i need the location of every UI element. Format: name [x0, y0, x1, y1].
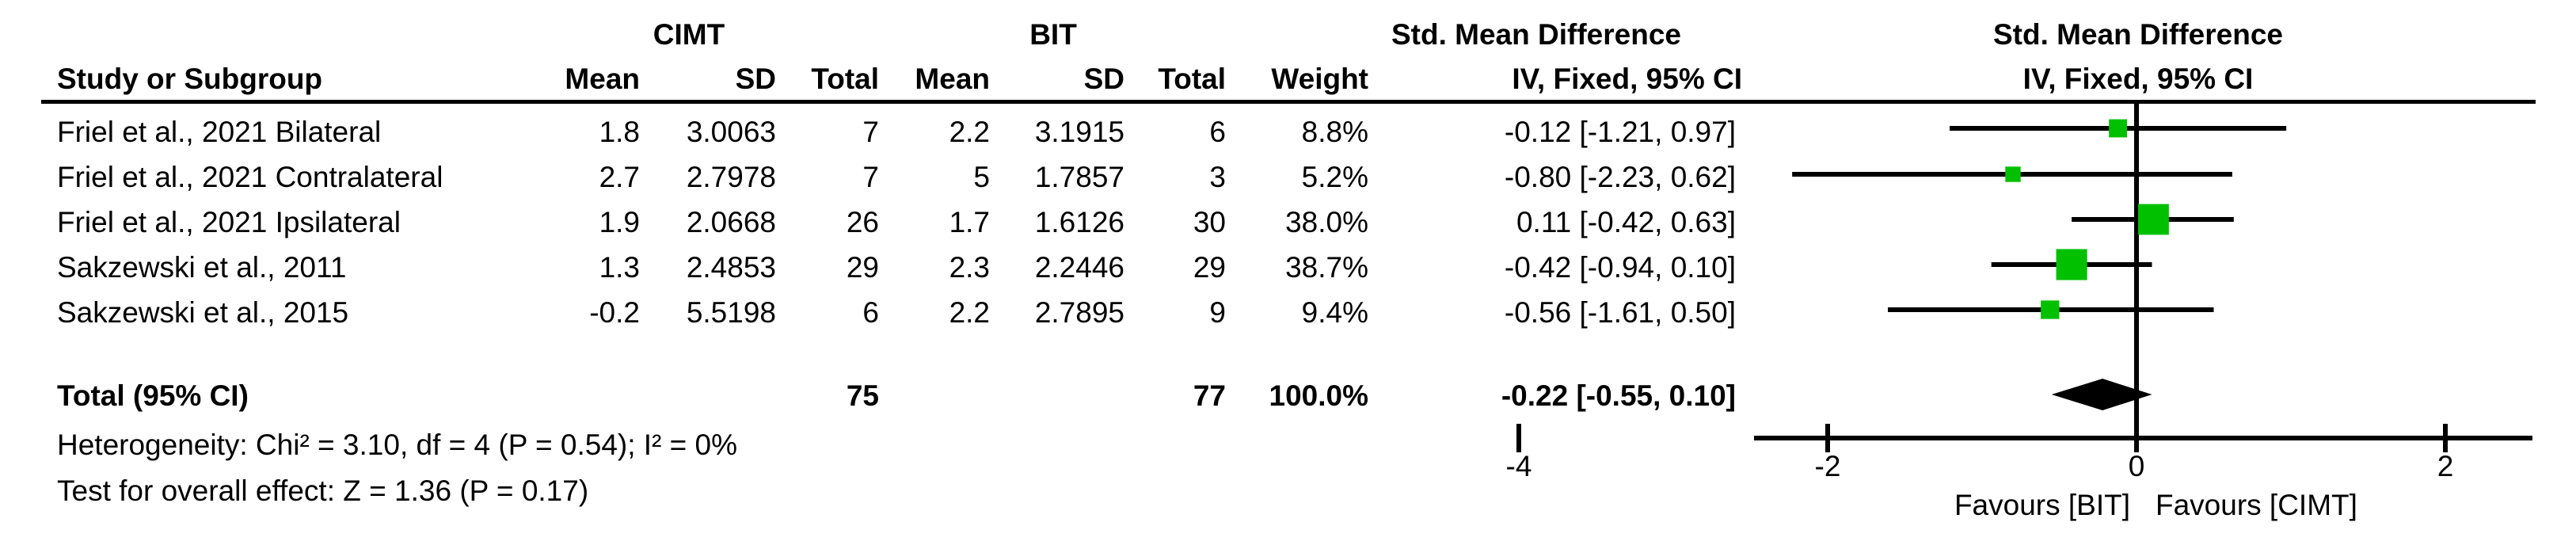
group2-sd: 1.6126: [1034, 206, 1124, 238]
effect-title: Std. Mean Difference: [1391, 18, 1681, 51]
group2-sd: 2.7895: [1034, 296, 1124, 329]
heterogeneity-text: Heterogeneity: Chi² = 3.10, df = 4 (P = …: [57, 429, 738, 461]
effect-method-header: IV, Fixed, 95% CI: [1512, 63, 1742, 95]
pooled-diamond: [2051, 379, 2152, 410]
group2-total: 29: [1193, 251, 1226, 284]
group1-sd: 2.0668: [686, 206, 776, 238]
group2-mean: 2.2: [949, 116, 990, 148]
group1-mean: -0.2: [589, 296, 640, 329]
group1-sd-header: SD: [735, 63, 776, 95]
weight-marker: [2138, 204, 2169, 235]
group1-sd: 5.5198: [686, 296, 776, 329]
group2-total-header: Total: [1158, 63, 1226, 95]
group2-total: 3: [1209, 161, 1226, 193]
group1-total: 29: [846, 251, 879, 284]
study-name: Friel et al., 2021 Bilateral: [57, 116, 382, 148]
study-ci: -0.42 [-0.94, 0.10]: [1504, 251, 1736, 284]
study-name: Friel et al., 2021 Ipsilateral: [57, 206, 401, 238]
study-weight: 8.8%: [1301, 116, 1368, 148]
overall-effect-text: Test for overall effect: Z = 1.36 (P = 0…: [57, 474, 589, 507]
group2-total: 9: [1209, 296, 1226, 329]
group1-total: 6: [862, 296, 879, 329]
group1-mean: 1.9: [599, 206, 640, 238]
study-weight: 38.0%: [1285, 206, 1368, 238]
weight-header: Weight: [1271, 63, 1368, 95]
study-weight: 9.4%: [1301, 296, 1368, 329]
group1-total-header: Total: [811, 63, 879, 95]
study-name: Friel et al., 2021 Contralateral: [57, 161, 443, 193]
group2-mean-header: Mean: [915, 63, 990, 95]
total-group1-n: 75: [846, 379, 879, 412]
total-ci: -0.22 [-0.55, 0.10]: [1501, 379, 1736, 412]
group2-sd: 1.7857: [1034, 161, 1124, 193]
study-weight: 38.7%: [1285, 251, 1368, 284]
group1-mean: 1.3: [599, 251, 640, 284]
x-tick-label: 2: [2437, 450, 2454, 482]
group1-mean-header: Mean: [565, 63, 640, 95]
study-ci: 0.11 [-0.42, 0.63]: [1516, 206, 1736, 238]
group2-sd: 2.2446: [1034, 251, 1124, 284]
group1-total: 7: [862, 161, 879, 193]
weight-marker: [2005, 166, 2021, 182]
plot-title: Std. Mean Difference: [1993, 18, 2283, 51]
study-column-header: Study or Subgroup: [57, 63, 323, 95]
group2-mean: 2.2: [949, 296, 990, 329]
group1-sd: 2.4853: [686, 251, 776, 284]
study-ci: -0.80 [-2.23, 0.62]: [1504, 161, 1736, 193]
group1-mean: 1.8: [599, 116, 640, 148]
group2-total: 6: [1209, 116, 1226, 148]
favours-right-label: Favours [CIMT]: [2156, 489, 2357, 521]
total-group2-n: 77: [1193, 379, 1226, 412]
group1-mean: 2.7: [599, 161, 640, 193]
header-divider: [41, 100, 2536, 104]
group2-mean: 5: [973, 161, 990, 193]
group2-mean: 1.7: [949, 206, 990, 238]
study-weight: 5.2%: [1301, 161, 1368, 193]
group2-sd-header: SD: [1083, 63, 1124, 95]
group2-sd: 3.1915: [1034, 116, 1124, 148]
group1-header: CIMT: [653, 18, 725, 51]
study-ci: -0.56 [-1.61, 0.50]: [1504, 296, 1736, 329]
x-tick-label: -4: [1506, 450, 1532, 482]
group2-header: BIT: [1029, 18, 1077, 51]
group1-total: 7: [862, 116, 879, 148]
study-name: Sakzewski et al., 2015: [57, 296, 349, 329]
group1-sd: 3.0063: [686, 116, 776, 148]
group2-total: 30: [1193, 206, 1226, 238]
total-weight: 100.0%: [1269, 379, 1369, 412]
group1-total: 26: [846, 206, 879, 238]
x-tick-label: 0: [2129, 450, 2145, 482]
total-label: Total (95% CI): [57, 379, 249, 412]
weight-marker: [2056, 249, 2087, 280]
plot-method-header: IV, Fixed, 95% CI: [2022, 63, 2254, 95]
study-ci: -0.12 [-1.21, 0.97]: [1504, 116, 1736, 148]
study-name: Sakzewski et al., 2011: [57, 251, 347, 284]
weight-marker: [2109, 119, 2128, 138]
group1-sd: 2.7978: [686, 161, 776, 193]
weight-marker: [2041, 300, 2060, 319]
x-tick-label: -2: [1815, 450, 1841, 482]
favours-left-label: Favours [BIT]: [1954, 489, 2130, 521]
group2-mean: 2.3: [949, 251, 990, 284]
